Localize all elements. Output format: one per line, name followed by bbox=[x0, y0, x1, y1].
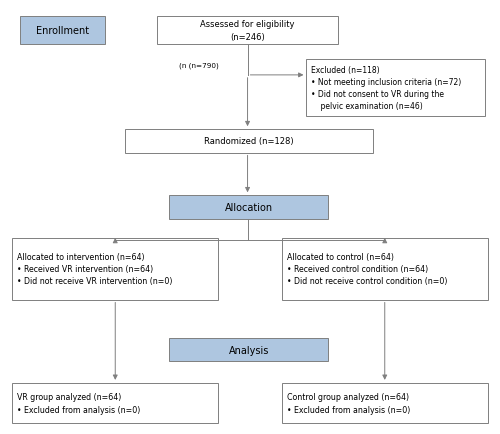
FancyBboxPatch shape bbox=[306, 59, 485, 117]
FancyBboxPatch shape bbox=[169, 338, 328, 362]
Text: VR group analyzed (n=64)
• Excluded from analysis (n=0): VR group analyzed (n=64) • Excluded from… bbox=[17, 392, 140, 414]
Text: (n (n=790): (n (n=790) bbox=[179, 63, 218, 69]
FancyBboxPatch shape bbox=[282, 238, 488, 300]
FancyBboxPatch shape bbox=[20, 17, 106, 45]
Text: Control group analyzed (n=64)
• Excluded from analysis (n=0): Control group analyzed (n=64) • Excluded… bbox=[287, 392, 410, 414]
Text: Allocation: Allocation bbox=[224, 202, 273, 212]
Text: Assessed for eligibility
(n=246): Assessed for eligibility (n=246) bbox=[200, 20, 295, 42]
Text: Allocated to intervention (n=64)
• Received VR intervention (n=64)
• Did not rec: Allocated to intervention (n=64) • Recei… bbox=[17, 253, 172, 286]
FancyBboxPatch shape bbox=[125, 130, 372, 153]
FancyBboxPatch shape bbox=[12, 238, 218, 300]
Text: Excluded (n=118)
• Not meeting inclusion criteria (n=72)
• Did not consent to VR: Excluded (n=118) • Not meeting inclusion… bbox=[311, 66, 462, 111]
FancyBboxPatch shape bbox=[12, 383, 218, 423]
Text: Randomized (n=128): Randomized (n=128) bbox=[204, 137, 294, 146]
Text: Enrollment: Enrollment bbox=[36, 26, 89, 36]
FancyBboxPatch shape bbox=[282, 383, 488, 423]
Text: Allocated to control (n=64)
• Received control condition (n=64)
• Did not receiv: Allocated to control (n=64) • Received c… bbox=[287, 253, 447, 286]
Text: Analysis: Analysis bbox=[228, 345, 269, 355]
FancyBboxPatch shape bbox=[157, 17, 338, 45]
FancyBboxPatch shape bbox=[169, 196, 328, 219]
